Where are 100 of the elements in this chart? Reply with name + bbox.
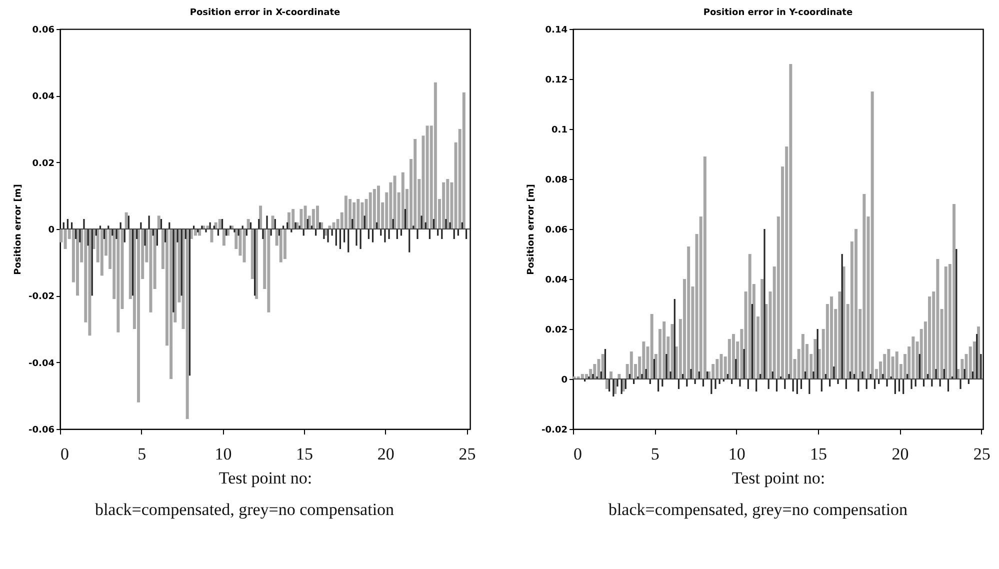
bar	[283, 229, 286, 259]
y-axis-title: Position error [m]	[14, 184, 24, 275]
bar	[720, 354, 723, 379]
bar	[316, 206, 319, 229]
bar	[687, 246, 690, 379]
x-tick-label: 20	[377, 444, 394, 464]
y-tick-label: 0	[48, 226, 54, 236]
y-tick-label: 0.02	[545, 326, 568, 336]
bar	[332, 222, 336, 229]
bar	[732, 334, 736, 379]
bar	[650, 314, 654, 379]
bar	[789, 64, 792, 379]
bar	[149, 229, 152, 312]
bar	[814, 339, 817, 379]
bar	[870, 92, 874, 379]
x-tick-label: 10	[214, 444, 232, 464]
bar	[670, 324, 674, 379]
bar	[854, 229, 858, 379]
bar	[944, 266, 948, 379]
bar	[242, 229, 246, 262]
bar	[376, 186, 380, 229]
y-tick-label: 0.14	[545, 26, 568, 36]
x-tick-label: 15	[296, 444, 314, 464]
y-tick-label: 0.1	[552, 126, 568, 136]
y-tick-label: -0.06	[28, 426, 54, 436]
text: black=compensated, grey=no compensation	[94, 500, 394, 520]
y-tick-label: 0.02	[32, 158, 54, 169]
bar	[194, 229, 197, 236]
bar	[642, 342, 646, 379]
bar	[748, 254, 752, 379]
bar	[368, 192, 372, 229]
bar	[414, 139, 417, 229]
bar	[605, 379, 608, 389]
y-tick-label: 0.08	[545, 176, 568, 186]
bar	[887, 349, 890, 379]
x-tick-label: 5	[138, 444, 146, 464]
bar	[344, 196, 348, 229]
bar	[137, 229, 140, 402]
x-tick-label: 25	[973, 444, 990, 464]
bar	[210, 229, 214, 242]
x-tick-label: 15	[810, 444, 828, 464]
bar	[838, 292, 842, 379]
bar	[912, 336, 915, 379]
y-tick-label: -0.02	[542, 426, 568, 436]
bar	[271, 216, 274, 229]
bar	[895, 352, 898, 379]
y-tick-label: 0.12	[545, 76, 568, 86]
bar	[304, 206, 307, 229]
bar	[442, 182, 446, 229]
bar	[618, 374, 621, 379]
y-tick-label: 0	[561, 376, 568, 386]
y-tick-label: 0.04	[545, 276, 568, 286]
bar	[393, 176, 396, 229]
bar	[267, 229, 270, 312]
bar	[601, 354, 604, 379]
bar	[157, 216, 160, 229]
bar	[246, 219, 250, 229]
bar	[760, 279, 764, 379]
chart-title: Position error in X-coordinate	[190, 8, 340, 18]
bar	[662, 322, 666, 379]
bar	[100, 229, 104, 276]
bar	[580, 374, 584, 379]
bar	[372, 189, 376, 229]
bar	[206, 226, 210, 229]
bar	[434, 82, 437, 229]
y-tick-label: -0.02	[28, 292, 54, 302]
bar	[862, 194, 866, 379]
bar	[356, 199, 360, 229]
bar	[462, 92, 466, 229]
bar	[401, 172, 404, 229]
bar	[186, 229, 189, 419]
y-tick-label: 0.04	[32, 92, 54, 102]
bar	[279, 229, 282, 262]
bar	[801, 334, 804, 379]
bar	[630, 352, 633, 379]
bar	[64, 229, 67, 249]
y-tick-label: 0.06	[545, 226, 568, 236]
bar	[952, 204, 956, 379]
bar	[936, 259, 940, 379]
bar	[426, 126, 429, 229]
x-tick-label: 0	[60, 444, 69, 464]
bar	[124, 212, 128, 229]
x-axis-title: Test point no:	[732, 468, 826, 488]
bar	[446, 179, 450, 229]
x-tick-label: 25	[458, 444, 476, 464]
bar	[360, 202, 364, 229]
bar	[328, 226, 332, 229]
text: black=compensated, grey=no compensation	[608, 500, 908, 520]
bar	[609, 372, 612, 379]
x-tick-label: 20	[892, 444, 909, 464]
x-axis-title: Test point no:	[218, 468, 312, 488]
x-tick-label: 0	[574, 444, 582, 464]
y-tick-label: 0.06	[32, 26, 54, 36]
bar	[348, 199, 352, 229]
bar	[312, 209, 315, 229]
bar	[218, 219, 222, 229]
bar	[352, 202, 356, 229]
bar	[88, 229, 92, 336]
bar	[292, 209, 295, 229]
y-tick-label: -0.04	[28, 358, 54, 369]
